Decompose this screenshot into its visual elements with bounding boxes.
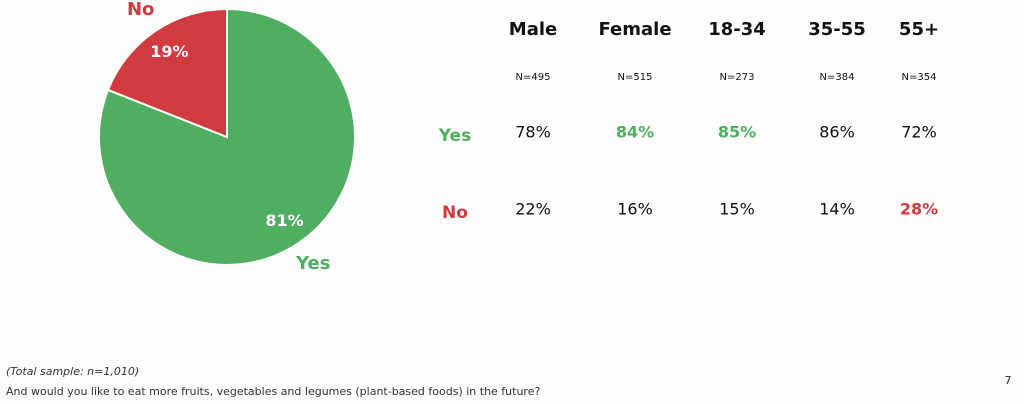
sample-size: N=354 xyxy=(902,72,937,83)
sample-size: N=515 xyxy=(618,72,653,83)
row-label: No xyxy=(442,203,468,223)
slice-category-label: Yes xyxy=(295,253,330,274)
page-number: 7 xyxy=(1005,374,1012,387)
table-cell: 16% xyxy=(617,200,653,219)
table-cell: 15% xyxy=(719,200,755,219)
slice-value-label: 81% xyxy=(265,211,303,230)
table-cell: 84% xyxy=(616,123,654,142)
column-header: 55+ xyxy=(899,19,939,40)
table-cell: 22% xyxy=(515,200,551,219)
table-cell: 86% xyxy=(819,123,855,142)
column-header: Male xyxy=(509,19,557,40)
sample-size: N=495 xyxy=(516,72,551,83)
table-cell: 78% xyxy=(515,123,551,142)
table-cell: 28% xyxy=(900,200,938,219)
pie-slice xyxy=(106,7,228,139)
question: And would you like to eat more fruits, v… xyxy=(6,385,540,398)
table-cell: 85% xyxy=(718,123,756,142)
column-header: 18-34 xyxy=(708,19,766,40)
sample-size: N=273 xyxy=(720,72,755,83)
sample-size: N=384 xyxy=(820,72,855,83)
slice-category-label: No xyxy=(127,0,154,20)
footnote: (Total sample: n=1,010) xyxy=(6,365,139,378)
column-header: 35-55 xyxy=(808,19,866,40)
table-cell: 14% xyxy=(819,200,855,219)
row-label: Yes xyxy=(438,126,471,146)
column-header: Female xyxy=(598,19,671,40)
table-cell: 72% xyxy=(901,123,937,142)
slice-value-label: 19% xyxy=(150,42,188,61)
